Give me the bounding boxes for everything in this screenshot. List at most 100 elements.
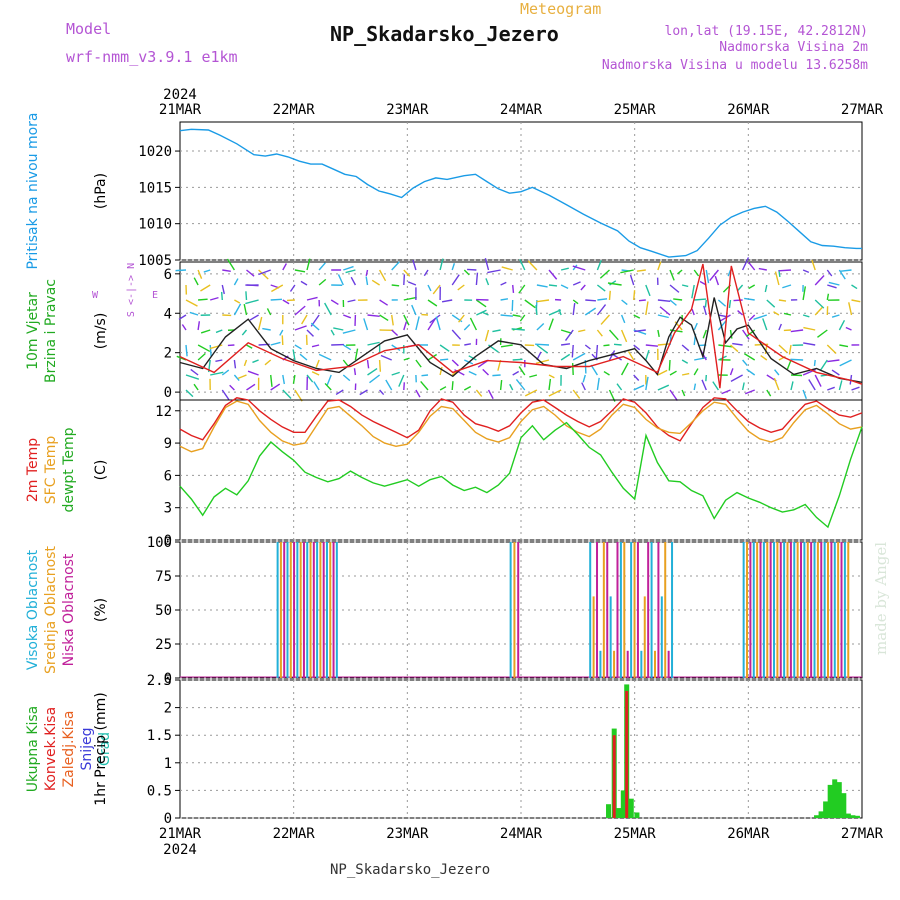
wind-arrow [572,302,576,316]
wind-arrow [730,374,743,382]
wind-arrow [500,298,509,301]
wind-arrow [294,389,303,402]
wind-arrow [353,368,357,376]
wind-arrow [603,344,610,347]
wind-arrow [762,318,768,331]
wind-arrow [657,329,660,337]
wind-arrow [233,359,237,369]
wind-arrow [572,281,581,286]
cloud-bar [847,542,850,678]
panel-label: 1hr Precip (mm) [93,692,109,805]
wind-arrow [243,303,248,316]
wind-arrow [391,314,394,326]
wind-arrow [645,376,649,391]
wind-arrow [363,318,369,331]
wind-arrow [369,374,381,384]
wind-arrow [257,316,263,331]
cloud-bar [335,542,338,678]
wind-arrow [730,344,739,353]
wind-arrow [484,329,490,342]
wind-arrow [608,329,619,341]
x-tick-bottom: 27MAR [841,826,884,842]
wind-arrow [581,382,586,391]
wind-arrow [571,363,574,376]
wind-arrow [645,284,651,297]
wind-arrow [535,359,550,365]
wind-arrow [282,374,286,385]
wind-arrow [484,258,490,271]
cloud-bar [592,596,595,678]
cloud-bar [759,542,762,678]
wind-arrow [492,329,501,333]
wind-arrow [451,263,456,271]
x-tick-bottom: 24MAR [500,826,543,842]
wind-arrow [548,318,554,331]
cloud-bar [626,650,629,678]
wind-arrow [282,263,288,271]
wind-arrow [467,268,477,271]
year-top: 2024 [163,87,197,103]
precip-bar-total [628,798,634,818]
wind-arrow [354,348,359,361]
wind-arrow [741,382,745,391]
x-tick-top: 22MAR [273,102,316,118]
panel-label: (C) [93,460,109,481]
wind-arrow [403,269,411,277]
wind-arrow [487,269,501,274]
wind-arrow [845,326,852,331]
precip-bar-total [818,811,824,818]
wind-arrow [621,299,628,306]
wind-arrow [306,258,311,271]
wind-arrow [627,351,635,361]
wind-arrow [294,305,306,316]
cloud-bar [671,542,674,678]
cloud-bar [766,542,769,678]
cloud-bar [816,542,819,678]
cloud-bar [749,542,752,678]
wind-arrow [221,284,225,295]
wind-arrow [633,344,641,351]
wind-arrow [264,359,272,366]
wind-arrow [310,322,320,331]
wind-arrow [840,269,852,272]
cloud-bar [609,596,612,678]
wind-arrow [266,308,272,316]
wind-arrow [831,314,840,318]
cloud-bar [283,542,286,678]
cloud-bar [289,542,292,678]
cloud-bar [789,542,792,678]
cloud-bar [800,542,803,678]
station-title: NP_Skadarsko_Jezero [330,22,559,46]
wind-arrow [463,385,472,391]
wind-arrow [245,299,259,305]
panel-temperature: 2m Temp SFC Temp dewpt Temp (C) [25,397,863,541]
wind-arrow [427,353,438,361]
wind-arrow [701,379,707,391]
y-tick-label: 4 [164,306,172,322]
wind-arrow [536,344,549,354]
wind-arrow [380,354,392,361]
cloud-bar [640,650,643,678]
wind-arrow [326,374,332,386]
wind-arrow [848,302,853,316]
wind-arrow [391,344,401,352]
wind-arrow [790,381,794,391]
precip-bar-total [616,808,622,818]
x-tick-top: 27MAR [841,102,884,118]
wind-arrow [638,299,646,302]
panel-label: Visoka Oblacnost [25,549,41,670]
wind-arrow [741,257,750,271]
wind-arrow [560,353,571,361]
cloud-bar [837,542,840,678]
wind-arrow [826,344,837,354]
precip-bar-total [845,813,851,818]
wind-arrow [572,299,579,305]
wind-arrow [839,359,852,367]
cloud-bar [296,542,299,678]
cloud-bar [830,542,833,678]
wind-arrow [608,290,611,301]
wind-arrow [189,311,199,316]
precip-bar-convective [625,691,629,818]
series-line [179,128,862,258]
wind-arrow [645,344,658,347]
